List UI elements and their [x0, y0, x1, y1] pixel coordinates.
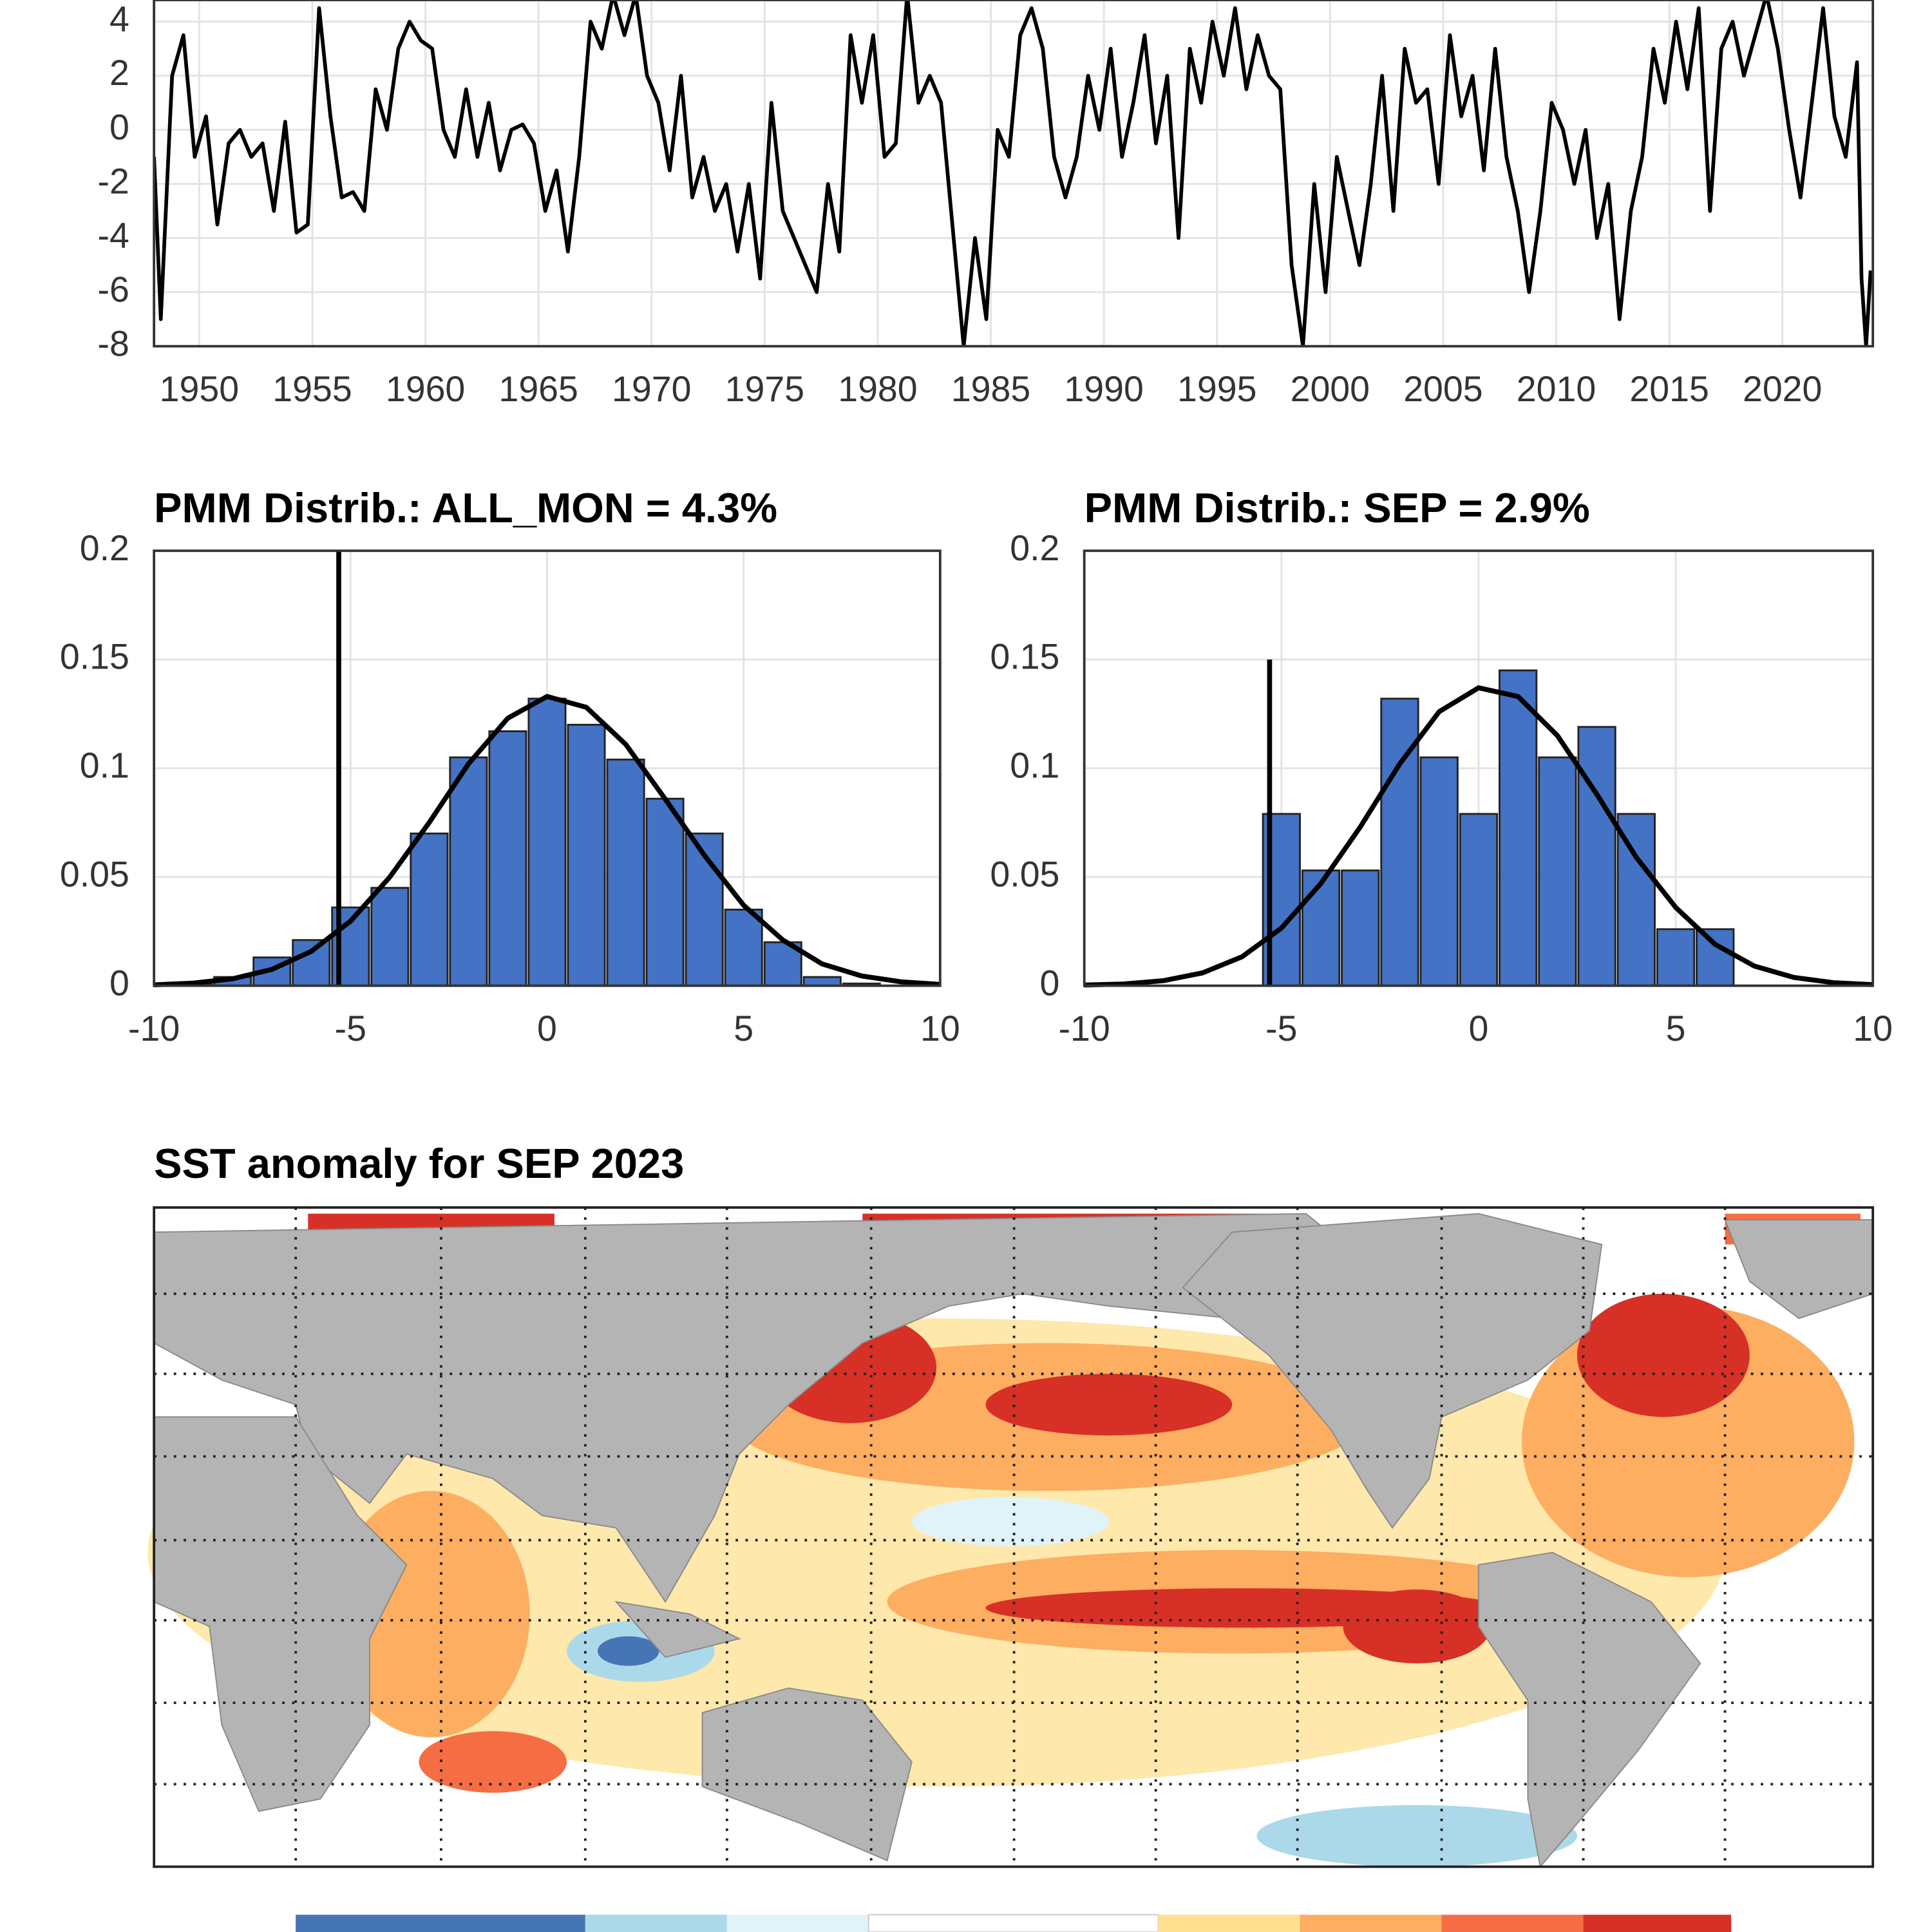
- y-tick-label: 0: [109, 963, 129, 1003]
- x-tick-label: -10: [1059, 1009, 1110, 1048]
- x-tick-label: 0: [1468, 1009, 1488, 1048]
- fit-curve: [153, 694, 941, 988]
- y-tick-label: -4: [98, 215, 129, 255]
- y-tick-label: -8: [98, 323, 129, 363]
- x-tick-label: 2005: [1403, 369, 1482, 409]
- x-tick-label: 2020: [1743, 369, 1822, 409]
- plot-frame: [1083, 549, 1875, 987]
- bar: [1656, 928, 1696, 987]
- bar: [567, 723, 606, 987]
- y-tick-label: 4: [109, 0, 129, 39]
- y-tick-label: -2: [98, 161, 129, 201]
- land: [153, 1213, 1874, 1868]
- bar: [645, 797, 685, 987]
- fit-curve: [1084, 685, 1873, 988]
- bar: [449, 756, 488, 987]
- bar: [1538, 756, 1577, 987]
- bar: [1696, 928, 1735, 987]
- x-tick-label: 2015: [1629, 369, 1709, 409]
- chart-panel: PMM Distrib.: ALL_MON = 4.3% -10 -5 0 5 10 0 0.…: [60, 484, 960, 1048]
- y-tick-label: 0.2: [1010, 528, 1059, 568]
- x-tick-label: 5: [1666, 1009, 1686, 1048]
- anomaly-fields: [147, 1213, 1861, 1867]
- bar: [1577, 726, 1616, 987]
- x-tick-label: 0: [537, 1009, 557, 1048]
- plot-frame: [153, 0, 1875, 348]
- x-tick-label: -10: [128, 1009, 180, 1048]
- y-tick-label: 0.15: [60, 637, 129, 677]
- x-tick-label: 1985: [951, 369, 1030, 409]
- bar: [292, 939, 331, 987]
- bar: [410, 832, 449, 987]
- chart-title: PMM Distrib.: SEP = 2.9%: [1084, 484, 1590, 531]
- map-graticule: [154, 1208, 1873, 1867]
- data-line: [154, 0, 1873, 346]
- bar: [1341, 869, 1380, 987]
- bar: [488, 730, 527, 987]
- colorbar: [296, 1914, 1732, 1932]
- bar: [1380, 697, 1419, 987]
- x-tick-label: 2000: [1291, 369, 1370, 409]
- y-tick-label: -6: [98, 269, 129, 309]
- x-tick-label: 1955: [272, 369, 352, 409]
- bar: [1616, 813, 1656, 987]
- chart-panel: 1950 1955 1960 1965 1970 1975 1980 1985 1990 1995…: [98, 0, 1875, 409]
- map-title: SST anomaly for SEP 2023: [154, 1140, 684, 1187]
- x-tick-label: -5: [1265, 1009, 1297, 1048]
- x-tick-label: 1995: [1177, 369, 1256, 409]
- x-tick-label: 1975: [725, 369, 804, 409]
- bar: [370, 887, 410, 987]
- x-tick-label: 1960: [386, 369, 465, 409]
- x-tick-label: 1950: [160, 369, 239, 409]
- y-tick-label: 0.05: [60, 854, 129, 894]
- bar: [527, 697, 567, 987]
- sst-map: SST anomaly for SEP 2023: [147, 1140, 1875, 1932]
- x-tick-label: 1990: [1064, 369, 1143, 409]
- bar: [1419, 756, 1459, 987]
- bar: [724, 908, 763, 987]
- chart-panel: PMM Distrib.: SEP = 2.9% -10 -5 0 5 10 0 0.05 0.…: [990, 484, 1893, 1048]
- y-tick-label: 0.15: [990, 637, 1059, 677]
- bar: [1499, 669, 1538, 987]
- bar: [1459, 813, 1499, 987]
- y-tick-label: 0.1: [80, 746, 129, 786]
- y-tick-label: 0.05: [990, 854, 1059, 894]
- x-tick-label: 5: [734, 1009, 753, 1048]
- y-tick-label: 0: [1040, 963, 1060, 1003]
- x-tick-label: 1970: [612, 369, 691, 409]
- y-tick-label: 0.1: [1010, 746, 1059, 786]
- x-tick-label: 1980: [838, 369, 917, 409]
- y-tick-label: 0: [109, 107, 129, 147]
- bar: [802, 976, 842, 987]
- x-tick-label: 10: [920, 1009, 960, 1048]
- x-tick-label: -5: [335, 1009, 366, 1048]
- map-frame: [153, 1206, 1875, 1868]
- bar: [606, 758, 645, 987]
- x-tick-label: 10: [1853, 1009, 1893, 1048]
- bar: [1301, 869, 1341, 987]
- x-tick-label: 1965: [498, 369, 578, 409]
- chart-title: PMM Distrib.: ALL_MON = 4.3%: [154, 484, 777, 531]
- plot-frame: [153, 549, 942, 987]
- x-tick-label: 2010: [1517, 369, 1596, 409]
- y-tick-label: 2: [109, 53, 129, 93]
- y-tick-label: 0.2: [80, 528, 129, 568]
